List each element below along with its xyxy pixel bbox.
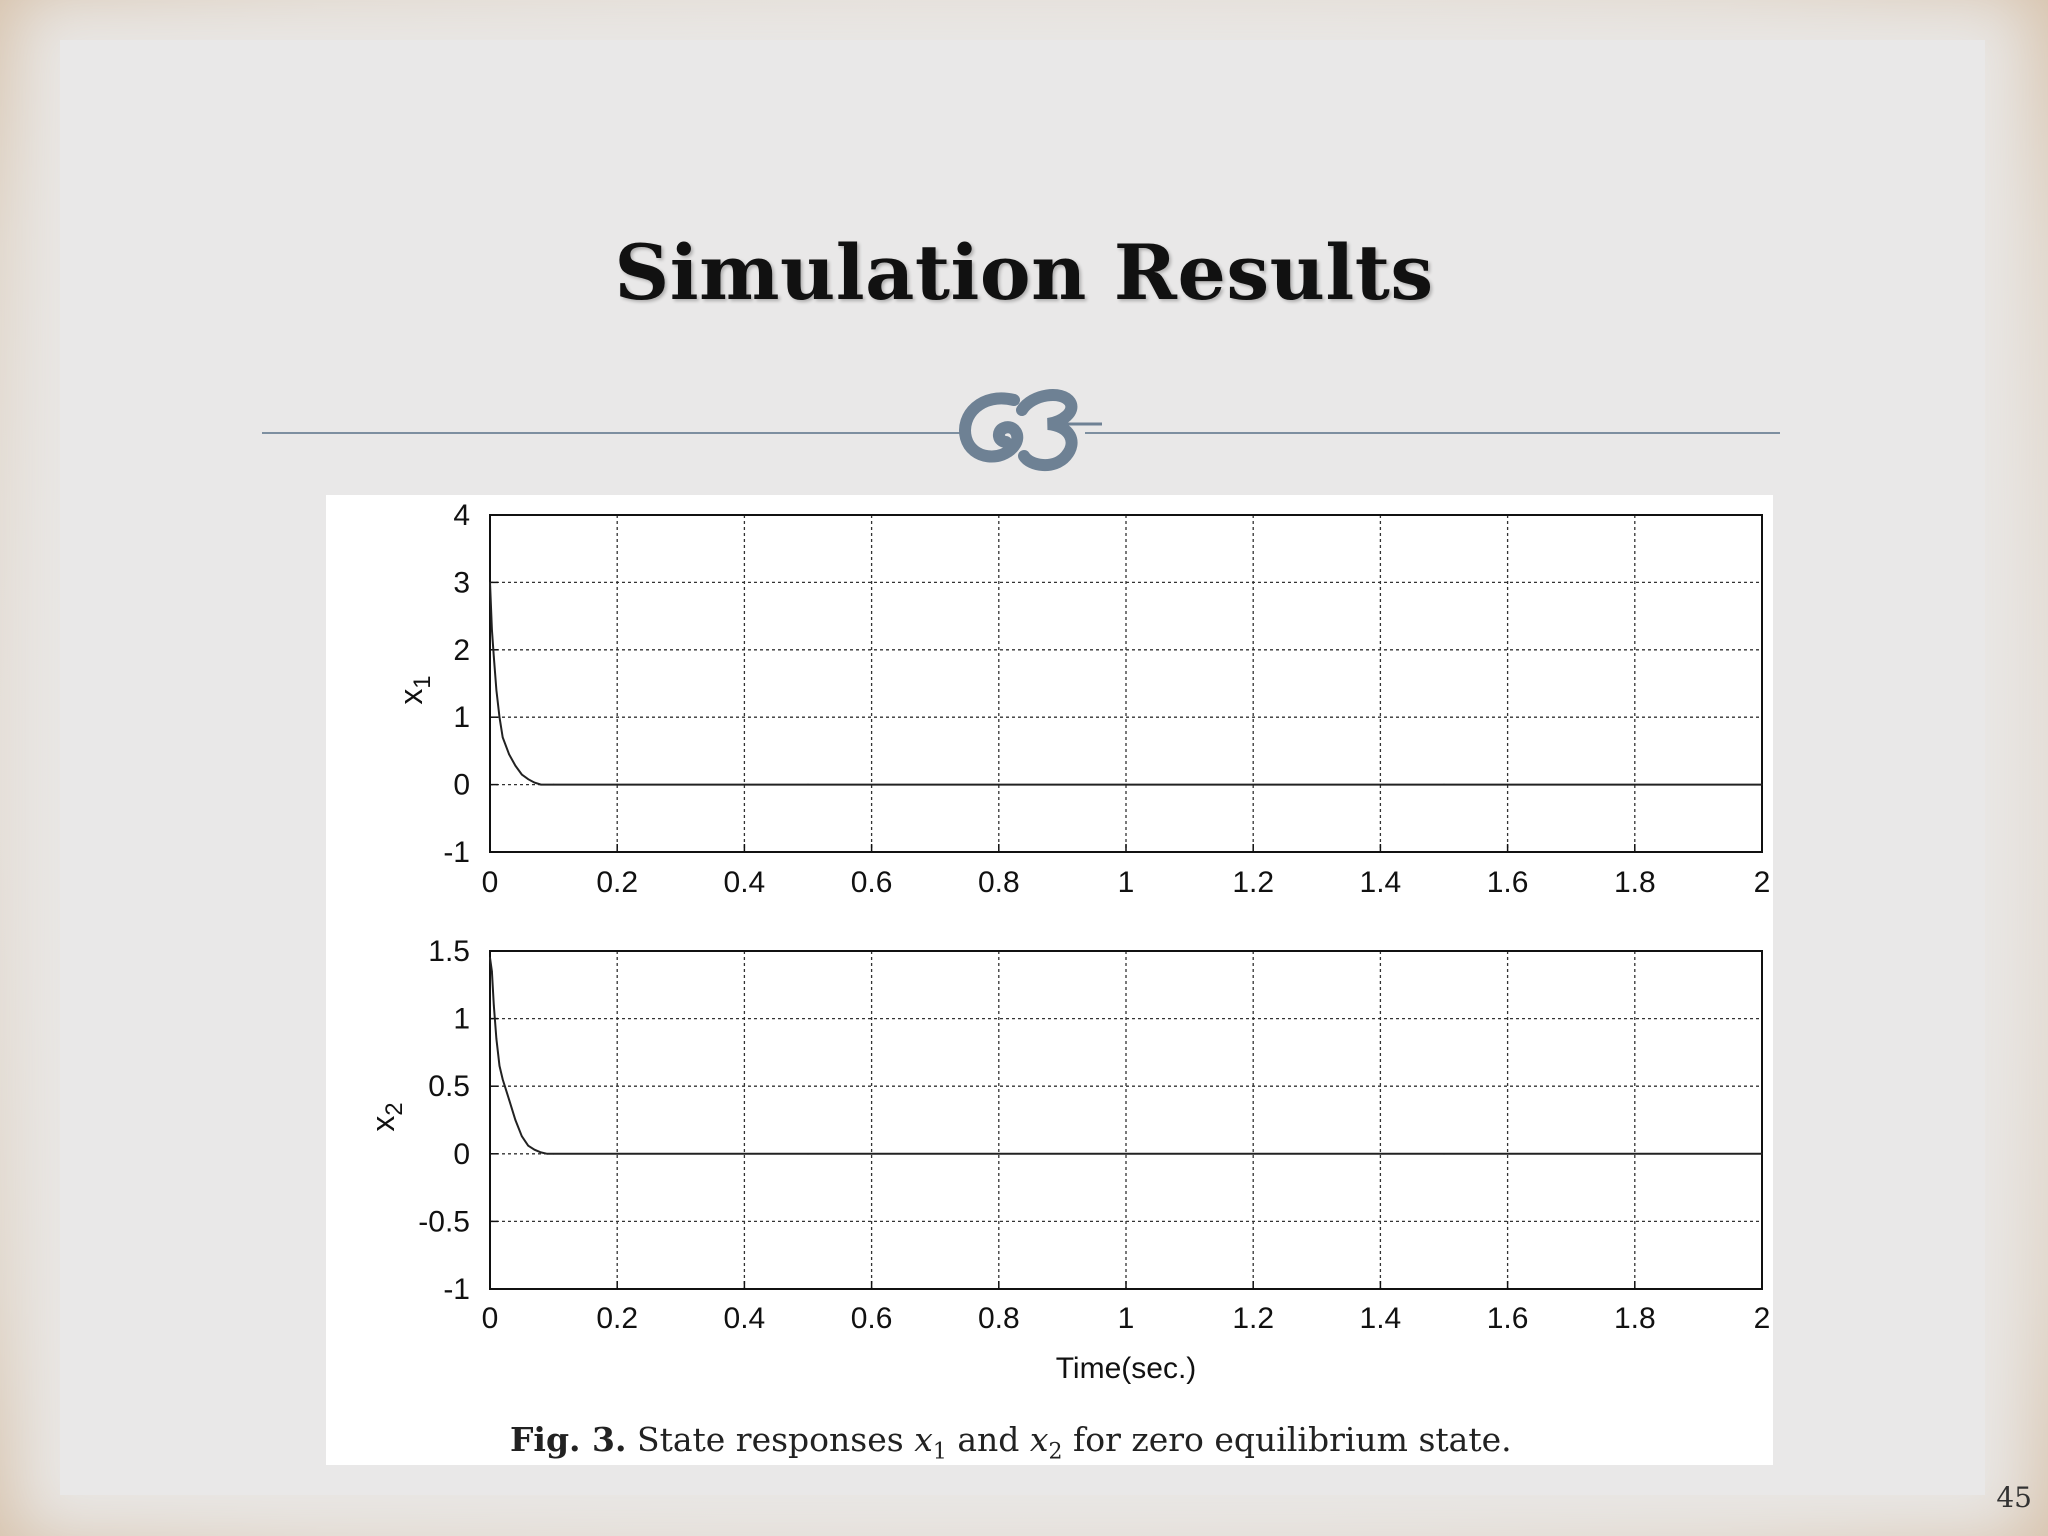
caption-sub1: 1 (932, 1439, 947, 1465)
plot1-data-point (491, 628, 493, 631)
divider-rule-right (1085, 432, 1780, 434)
plot1-data-point (540, 783, 542, 786)
plot2-data-point (527, 1144, 529, 1147)
plot1-x-tick-label: 0.6 (851, 866, 893, 899)
plot2-data-point (616, 1153, 618, 1155)
plot2-y-tick-label: -1 (443, 1273, 470, 1306)
plot2-x-tick-label: 1.8 (1614, 1302, 1656, 1335)
plot2-y-tick-label: 1 (453, 1003, 470, 1036)
plot1-y-tick-label: 4 (453, 499, 470, 532)
plot2-data-point (508, 1098, 510, 1101)
plot2-y-axis-label-sub: 2 (381, 1102, 408, 1115)
plot1-x-tick-label: 1.6 (1487, 866, 1529, 899)
plot1-y-tick-label: 2 (453, 634, 470, 667)
plot2-x-tick-label: 0.6 (851, 1302, 893, 1335)
plot2-x-tick-label: 1.6 (1487, 1302, 1529, 1335)
plot2-y-tick-label: 0.5 (428, 1070, 470, 1103)
plot1-data-point (1125, 783, 1127, 786)
plot1-y-tick-label: 0 (453, 769, 470, 802)
caption-var2: x (1029, 1420, 1049, 1459)
plot1-x-tick-label: 1.4 (1360, 866, 1402, 899)
plot1-x-tick-label: 1.8 (1614, 866, 1656, 899)
plot2-data-point (533, 1148, 536, 1151)
plot1-data-point (521, 773, 523, 776)
plot1-y-tick-label: -1 (443, 836, 470, 869)
plot2-data-point (491, 970, 493, 973)
plot2-data-point (495, 1038, 498, 1040)
caption-var1: x (914, 1420, 933, 1459)
figure-caption: Fig. 3. State responses x1 and x2 for ze… (510, 1420, 1512, 1465)
plot2-data-point (493, 1004, 495, 1006)
plot2-data-point (1443, 1153, 1445, 1155)
plot1-x-tick-label: 0.2 (596, 866, 638, 899)
plot1-data-point (1761, 783, 1763, 786)
plot2-x-tick-label: 1.2 (1232, 1302, 1274, 1335)
caption-text-b: and (957, 1420, 1020, 1459)
plot1-data-point (508, 753, 510, 756)
plot2-x-tick-label: 0.4 (724, 1302, 766, 1335)
plot1-x-tick-label: 0 (482, 866, 499, 899)
plot2-data-point (1761, 1153, 1763, 1155)
plot2-data-point (521, 1135, 523, 1138)
divider-flourish-icon (959, 389, 1102, 471)
plot2-data-point (501, 1078, 504, 1081)
plot1-series-line (489, 582, 1762, 786)
plot2-x-tick-label: 0 (482, 1302, 499, 1335)
caption-text-c: for zero equilibrium state. (1073, 1420, 1512, 1459)
plot2-data-point (540, 1151, 542, 1154)
plot1-y-axis-label-sub: 1 (409, 675, 436, 688)
plot2-y-tick-label: 1.5 (428, 935, 470, 968)
plot2-x-tick-label: 1 (1118, 1302, 1135, 1335)
plot1-data-point (489, 581, 491, 584)
chart-svg: 0 0.2 0.4 0.6 0.8 1 1.2 1.4 1.6 1.8 2 -1 0 1 2 3 4 x1 0 0.2… (365, 499, 1771, 1385)
plot2-x-tick-label: 0.8 (978, 1302, 1020, 1335)
plot2-x-axis-label: Time(sec.) (1056, 1352, 1197, 1385)
plot2-y-tick-label: -0.5 (418, 1205, 470, 1238)
plot2-x-tick-label: 2 (1754, 1302, 1771, 1335)
plot1-data-point (552, 783, 555, 786)
plot1-data-point (498, 716, 501, 718)
plot1-y-tick-label: 1 (453, 701, 470, 734)
plot1-x-tick-label: 0.8 (978, 866, 1020, 899)
plot2-data-point (498, 1065, 501, 1067)
plot1-data-point (1443, 783, 1445, 786)
plot2-y-axis-label: x2 (365, 1102, 408, 1131)
plot2-x-tick-label: 0.2 (596, 1302, 638, 1335)
plot2-data-point (489, 956, 491, 959)
plot2-data-point (552, 1153, 555, 1155)
plot2-x-tick-label: 1.4 (1360, 1302, 1402, 1335)
plot1-data-point (501, 736, 504, 739)
plot2-y-tick-label: 0 (453, 1138, 470, 1171)
caption-sub2: 2 (1048, 1439, 1063, 1465)
plot1-data-point (495, 689, 498, 692)
plot1-y-axis-label: x1 (393, 675, 436, 704)
plot1-y-tick-label: 3 (453, 566, 470, 599)
plot1-data-point (527, 778, 529, 781)
figure-image: 0 0.2 0.4 0.6 0.8 1 1.2 1.4 1.6 1.8 2 -1 0 1 2 3 4 x1 0 0.2… (326, 495, 1773, 1465)
plot1-x-tick-label: 2 (1754, 866, 1771, 899)
plot2-data-point (514, 1119, 517, 1121)
plot1-x-tick-label: 1.2 (1232, 866, 1274, 899)
caption-text-a: State responses (636, 1420, 904, 1459)
plot1-data-point (533, 781, 536, 784)
plot1-data-point (514, 764, 517, 767)
plot2-data-point (546, 1153, 549, 1155)
plot1-data-point (493, 655, 495, 658)
divider-rule-left (262, 432, 962, 434)
caption-label: Fig. 3. (510, 1420, 627, 1459)
plot2-data-point (807, 1153, 809, 1155)
plot2-data-point (1125, 1153, 1127, 1155)
slide-title: Simulation Results (614, 228, 1434, 317)
plot1-x-tick-label: 1 (1118, 866, 1135, 899)
plot1-x-tick-label: 0.4 (724, 866, 766, 899)
plot1-data-point (616, 783, 618, 786)
page-number: 45 (1996, 1481, 2032, 1514)
plot1-data-point (807, 783, 809, 786)
